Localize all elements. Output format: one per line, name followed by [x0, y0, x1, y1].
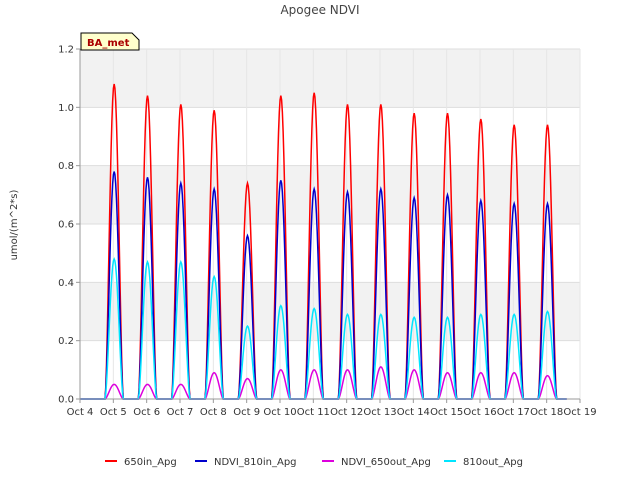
x-tick-label: Oct 19 — [563, 407, 596, 418]
x-tick-label: Oct 16 — [463, 407, 496, 418]
x-tick-label: Oct 10 — [263, 407, 296, 418]
x-tick-label: Oct 13 — [363, 407, 396, 418]
legend: 650in_Apg NDVI_810in_Apg NDVI_650out_Apg 81… — [105, 457, 523, 468]
legend-label: 650in_Apg — [124, 457, 177, 468]
x-tick-label: Oct 15 — [430, 407, 463, 418]
background-band — [80, 282, 580, 341]
y-tick-labels: 0.0 0.2 0.4 0.6 0.8 1.0 1.2 — [58, 45, 80, 406]
y-tick-label: 1.2 — [58, 45, 74, 56]
y-tick-label: 0.4 — [58, 278, 74, 289]
x-tick-label: Oct 4 — [67, 407, 94, 418]
legend-label: NDVI_650out_Apg — [341, 457, 431, 468]
y-tick-label: 0.8 — [58, 161, 74, 172]
legend-label: 810out_Apg — [463, 457, 523, 468]
y-tick-label: 0.0 — [58, 395, 74, 406]
x-tick-label: Oct 9 — [233, 407, 260, 418]
x-tick-label: Oct 11 — [297, 407, 330, 418]
station-badge: BA_met — [80, 32, 140, 51]
y-tick-label: 0.2 — [58, 336, 74, 347]
x-tick-label: Oct 14 — [397, 407, 430, 418]
badge-box — [80, 32, 140, 51]
badge-label: BA_met — [87, 38, 130, 49]
background-band — [80, 49, 580, 108]
x-tick-labels: Oct 4 Oct 5 Oct 6 Oct 7 Oct 8 Oct 9 Oct 10 Oct … — [67, 399, 597, 418]
x-tick-label: Oct 18 — [530, 407, 563, 418]
x-tick-label: Oct 17 — [497, 407, 530, 418]
y-axis-label: umol/(m^2*s) — [9, 189, 20, 260]
y-tick-label: 1.0 — [58, 103, 74, 114]
x-tick-label: Oct 8 — [200, 407, 227, 418]
background-band — [80, 165, 580, 224]
legend-label: NDVI_810in_Apg — [214, 457, 297, 468]
x-tick-label: Oct 12 — [330, 407, 363, 418]
x-tick-label: Oct 6 — [133, 407, 160, 418]
x-tick-label: Oct 7 — [167, 407, 194, 418]
x-tick-label: Oct 5 — [100, 407, 127, 418]
y-tick-label: 0.6 — [58, 220, 74, 231]
chart-title: Apogee NDVI — [280, 3, 359, 17]
